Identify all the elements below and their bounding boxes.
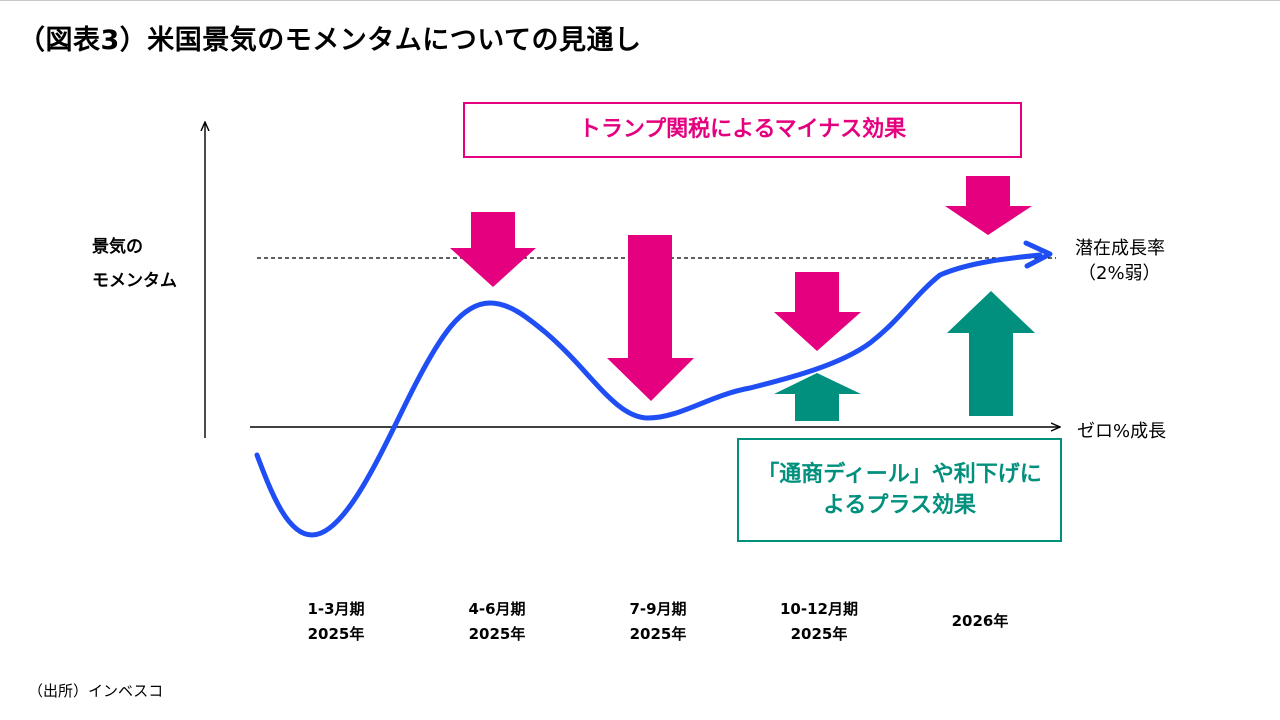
- y-axis-label: 景気の モメンタム: [92, 230, 177, 298]
- period-label-2026: 2026年: [910, 609, 1050, 634]
- page-title: （図表3）米国景気のモメンタムについての見通し: [18, 25, 642, 56]
- zero-growth-label: ゼロ%成長: [1077, 421, 1167, 442]
- period-year: 2025年: [629, 625, 687, 643]
- positive-arrows: [774, 291, 1035, 421]
- potential-growth-label-line1: 潜在成長率: [1075, 238, 1165, 259]
- arrow-down-icon: [774, 272, 861, 351]
- period-year: 2025年: [790, 625, 848, 643]
- positive-effect-line2: よるプラス効果: [823, 493, 976, 518]
- period-quarter: 10-12月期: [780, 600, 858, 618]
- arrow-up-icon: [774, 373, 861, 421]
- arrow-down-icon: [607, 235, 694, 401]
- positive-effect-box: 「通商ディール」や利下げに よるプラス効果: [737, 438, 1062, 542]
- period-label-q2-2025: 4-6月期 2025年: [427, 597, 567, 647]
- negative-effect-box: トランプ関税によるマイナス効果: [463, 102, 1022, 158]
- period-quarter: 1-3月期: [307, 600, 365, 618]
- top-rule: [0, 0, 1280, 1]
- arrow-up-icon: [947, 291, 1035, 416]
- negative-arrows: [450, 176, 1032, 401]
- period-quarter: 7-9月期: [629, 600, 687, 618]
- y-axis-label-line1: 景気の: [92, 237, 143, 257]
- period-label-q3-2025: 7-9月期 2025年: [588, 597, 728, 647]
- positive-effect-line1: 「通商ディール」や利下げに: [757, 462, 1042, 487]
- y-axis-label-line2: モメンタム: [92, 271, 177, 291]
- period-quarter: 4-6月期: [468, 600, 526, 618]
- period-year: 2025年: [468, 625, 526, 643]
- source-note: （出所）インベスコ: [28, 682, 164, 700]
- momentum-arrowhead: [1023, 240, 1053, 269]
- arrow-down-icon: [945, 176, 1032, 235]
- momentum-curve: [254, 252, 1043, 538]
- period-year: 2025年: [307, 625, 365, 643]
- period-label-q1-2025: 1-3月期 2025年: [266, 597, 406, 647]
- period-year: 2026年: [951, 612, 1009, 630]
- potential-growth-label-line2: （2%弱）: [1078, 263, 1161, 284]
- arrow-down-icon: [450, 212, 536, 287]
- period-label-q4-2025: 10-12月期 2025年: [749, 597, 889, 647]
- potential-growth-label: 潜在成長率 （2%弱）: [1075, 236, 1165, 286]
